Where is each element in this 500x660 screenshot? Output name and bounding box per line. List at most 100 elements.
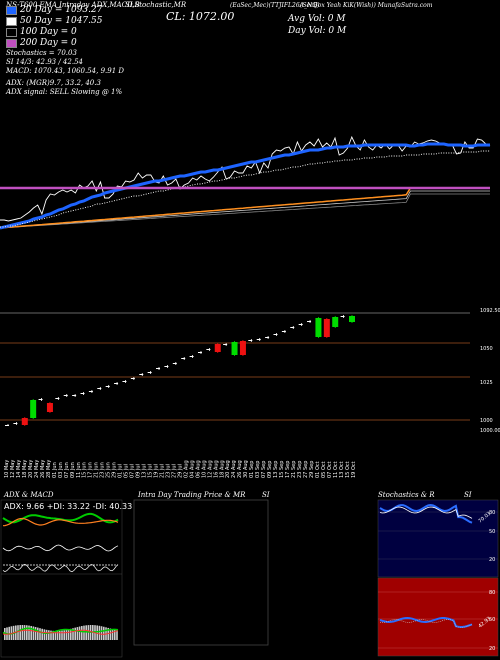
si-text: SI 14/3: 42.93 / 42.54: [6, 58, 83, 66]
date-label: 18 May: [22, 460, 28, 478]
macd-bar: [78, 626, 81, 640]
ema100-swatch: [6, 28, 17, 37]
ema-legend: 20 Day = 1093.27 50 Day = 1047.55 100 Da…: [6, 5, 102, 49]
adx-signal-text: ADX signal: SELL Slowing @ 1%: [6, 88, 123, 96]
candle-body: [189, 356, 194, 357]
macd-bar: [48, 630, 50, 640]
candle-body: [323, 319, 330, 337]
mdi-line: [2, 517, 119, 527]
candle-body: [80, 393, 85, 394]
adx-value: ADX: 9.66: [4, 502, 45, 511]
candle-body: [130, 378, 135, 379]
band-line-2: [0, 187, 490, 229]
y-tick-label: 1025: [480, 380, 493, 386]
macd-bar: [17, 625, 19, 640]
date-label: 19 Jul: [154, 464, 160, 478]
date-label: 03 Jun: [58, 462, 64, 478]
macd-bar: [37, 627, 39, 640]
stoch-y-label: 50: [489, 529, 495, 535]
candle-body: [38, 399, 43, 400]
macd-bar: [54, 630, 57, 640]
candle-body: [214, 344, 221, 352]
legend-label: 200 Day = 0: [20, 38, 77, 48]
macd-bar: [85, 625, 87, 640]
candle-body: [223, 344, 228, 345]
ema20-swatch: [6, 6, 17, 15]
legend-label: 100 Day = 0: [20, 27, 77, 37]
date-label: 29 Jul: [177, 464, 183, 478]
date-label: 14 May: [16, 460, 22, 478]
candle-body: [290, 327, 295, 328]
date-label: 02 Aug: [183, 460, 189, 478]
macd-bar: [111, 629, 114, 640]
candle-body: [21, 418, 28, 425]
candle-body: [46, 403, 53, 412]
macd-bar: [52, 630, 54, 640]
macd-signal: [2, 629, 119, 635]
date-label: 04 Aug: [189, 460, 195, 478]
macd-bar: [56, 630, 59, 640]
candle-body: [55, 398, 60, 399]
candle-body: [340, 316, 345, 317]
date-label: 05 Jul: [124, 464, 130, 478]
date-label: 27 Jul: [171, 464, 177, 478]
macd-bar: [81, 626, 83, 640]
ema50-swatch: [6, 17, 17, 26]
legend-row-200: 200 Day = 0: [6, 38, 102, 49]
date-label: 27 Sep: [303, 461, 309, 478]
macd-bar: [98, 625, 101, 640]
candle-body: [5, 425, 9, 426]
macd-bar: [74, 627, 76, 640]
candle-body: [332, 317, 339, 327]
header-ticker-text: (EaSec,Mec)(TTJIFL26A_NQ): [230, 2, 320, 9]
candle-body: [88, 391, 93, 392]
macd-bar: [70, 628, 72, 640]
macd-bar: [43, 629, 46, 640]
stoch-panel: [377, 499, 499, 578]
macd-bar: [30, 625, 32, 640]
candle-body: [298, 324, 303, 325]
macd-bar: [72, 628, 74, 640]
macd-bar: [34, 626, 37, 640]
macd-bar: [63, 630, 65, 640]
macd-bar: [65, 629, 68, 640]
price-chart: [0, 135, 491, 230]
candle-body: [315, 318, 322, 337]
band-line-0: [0, 193, 490, 229]
legend-row-100: 100 Day = 0: [6, 27, 102, 38]
day-vol: Day Vol: 0 M: [288, 26, 347, 36]
macd-bar: [96, 625, 98, 640]
date-label: 28 May: [46, 460, 52, 478]
date-label: 07 Oct: [327, 461, 333, 478]
date-label: 26 Aug: [237, 460, 243, 478]
candle-body: [13, 423, 18, 424]
date-label: 12 May: [10, 460, 16, 478]
date-label: 10 Aug: [201, 460, 207, 478]
mdi-value: -DI: 40.33: [92, 502, 133, 511]
close-label: CL: 1072.00: [166, 10, 235, 23]
macd-bar: [114, 629, 116, 640]
adx-panel-title: ADX & MACD: [4, 491, 54, 499]
candle-body: [281, 331, 286, 332]
stochastics-text: Stochastics = 70.03: [6, 49, 77, 57]
date-label: 19 Oct: [351, 461, 357, 478]
date-label: 20 Aug: [225, 460, 231, 478]
y-tick-label: 1050: [480, 346, 493, 352]
candle-body: [114, 383, 119, 384]
date-label: 25 Jun: [106, 462, 112, 478]
date-label: 26 May: [40, 460, 46, 478]
candle-body: [122, 381, 127, 382]
date-label: 29 Jun: [112, 462, 118, 478]
candle-body: [265, 337, 270, 338]
avg-vol: Avg Vol: 0 M: [288, 14, 346, 24]
y-tick-label: 1000.00: [480, 428, 500, 434]
candle-body: [239, 341, 246, 355]
macd-bar: [21, 625, 24, 640]
macd-bar: [100, 626, 103, 640]
stoch-panel-title: Stochastics & R: [378, 491, 435, 499]
date-label: 18 Aug: [219, 460, 225, 478]
candle-body: [172, 363, 177, 364]
adx-text: ADX: (MGR)9.7, 33.2, 40.3: [6, 79, 101, 87]
macd-bar: [26, 625, 28, 640]
